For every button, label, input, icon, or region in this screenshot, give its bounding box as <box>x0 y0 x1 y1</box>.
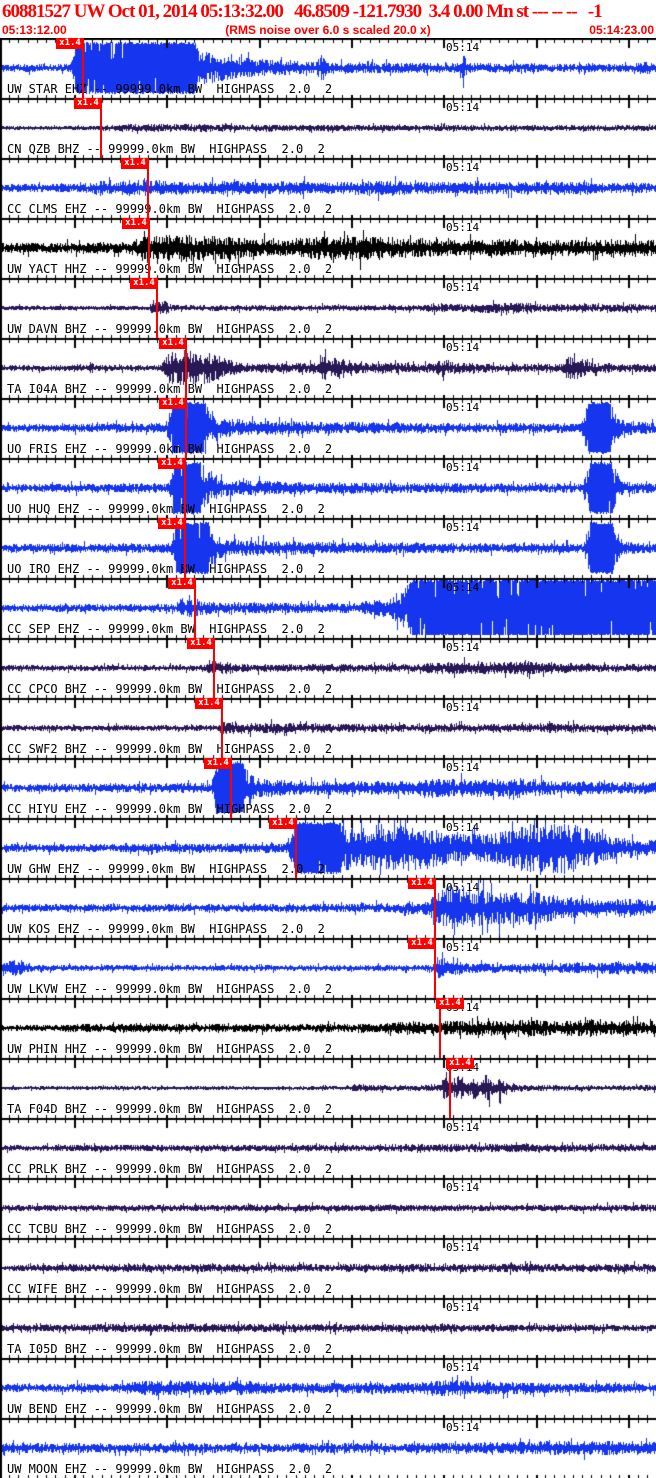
pick-flag[interactable]: x1.4 <box>269 818 297 829</box>
pick-flag[interactable]: x1.4 <box>195 698 223 709</box>
pick-flag[interactable]: x1.4 <box>187 638 215 649</box>
station-label: UW PHIN HHZ -- 99999.0km BW HIGHPASS 2.0… <box>7 1042 333 1056</box>
station-label: TA F04D BHZ -- 99999.0km BW HIGHPASS 2.0… <box>7 1102 333 1116</box>
row-time-label: 05:14 <box>446 1301 480 1314</box>
row-time-label: 05:14 <box>446 221 480 234</box>
station-label: UW KOS EHZ -- 99999.0km BW HIGHPASS 2.0 … <box>7 922 325 936</box>
pick-time-line[interactable] <box>221 699 223 758</box>
pick-time-line[interactable] <box>185 399 187 458</box>
station-label: TA I04A BHZ -- 99999.0km BW HIGHPASS 2.0… <box>7 382 333 396</box>
station-label: UO HUQ EHZ -- 99999.0km BW HIGHPASS 2.0 … <box>7 502 325 516</box>
row-time-label: 05:14 <box>446 881 480 894</box>
pick-time-line[interactable] <box>194 579 196 638</box>
row-time-label: 05:14 <box>446 641 480 654</box>
row-time-label: 05:14 <box>446 1121 480 1134</box>
pick-flag[interactable]: x1.4 <box>121 158 149 169</box>
station-label: TA I05D BHZ -- 99999.0km BW HIGHPASS 2.0… <box>7 1342 333 1356</box>
row-time-label: 05:14 <box>446 41 480 54</box>
pick-flag[interactable]: x1.4 <box>122 218 150 229</box>
pick-time-line[interactable] <box>434 939 436 998</box>
pick-time-line[interactable] <box>434 879 436 938</box>
row-time-label: 05:14 <box>446 1181 480 1194</box>
pick-flag[interactable]: x1.4 <box>159 338 187 349</box>
pick-flag[interactable]: x1.4 <box>159 398 187 409</box>
event-summary-line: 60881527 UW Oct 01, 2014 05:13:32.00 46.… <box>2 1 603 22</box>
station-label: CC CLMS EHZ -- 99999.0km BW HIGHPASS 2.0… <box>7 202 333 216</box>
row-time-label: 05:14 <box>446 281 480 294</box>
station-label: CC CPCO BHZ -- 99999.0km BW HIGHPASS 2.0… <box>7 682 333 696</box>
station-label: UW DAVN BHZ -- 99999.0km BW HIGHPASS 2.0… <box>7 322 333 336</box>
pick-flag[interactable]: x1.4 <box>204 758 232 769</box>
station-label: CN QZB BHZ -- 99999.0km BW HIGHPASS 2.0 … <box>7 142 325 156</box>
station-label: UW MOON EHZ -- 99999.0km BW HIGHPASS 2.0… <box>7 1462 333 1476</box>
row-time-label: 05:14 <box>446 581 480 594</box>
scaling-note: (RMS noise over 6.0 s scaled 20.0 x) <box>225 23 431 37</box>
seismogram-canvas[interactable] <box>0 38 656 1478</box>
station-label: CC HIYU EHZ -- 99999.0km BW HIGHPASS 2.0… <box>7 802 333 816</box>
pick-time-line[interactable] <box>100 99 102 158</box>
window-start-time: 05:13:12.00 <box>2 23 67 37</box>
station-label: UW STAR EHZ -- 99999.0km BW HIGHPASS 2.0… <box>7 82 333 96</box>
station-label: UO IRO EHZ -- 99999.0km BW HIGHPASS 2.0 … <box>7 562 325 576</box>
pick-time-line[interactable] <box>449 1059 451 1118</box>
pick-flag[interactable]: x1.4 <box>408 938 436 949</box>
station-label: UW LKVW EHZ -- 99999.0km BW HIGHPASS 2.0… <box>7 982 333 996</box>
row-time-label: 05:14 <box>446 1421 480 1434</box>
station-label: UO FRIS EHZ -- 99999.0km BW HIGHPASS 2.0… <box>7 442 333 456</box>
row-time-label: 05:14 <box>446 521 480 534</box>
pick-flag[interactable]: x1.4 <box>56 38 84 49</box>
row-time-label: 05:14 <box>446 1241 480 1254</box>
pick-time-line[interactable] <box>213 639 215 698</box>
pick-flag[interactable]: x1.4 <box>158 518 186 529</box>
pick-time-line[interactable] <box>295 819 297 878</box>
pick-time-line[interactable] <box>184 519 186 578</box>
pick-time-line[interactable] <box>184 459 186 518</box>
pick-time-line[interactable] <box>185 339 187 398</box>
pick-flag[interactable]: x1.4 <box>168 578 196 589</box>
time-window-line: 05:13:12.00 (RMS noise over 6.0 s scaled… <box>2 23 654 37</box>
station-label: CC SWF2 BHZ -- 99999.0km BW HIGHPASS 2.0… <box>7 742 333 756</box>
pick-time-line[interactable] <box>147 159 149 218</box>
pick-flag[interactable]: x1.4 <box>130 278 158 289</box>
row-time-label: 05:14 <box>446 101 480 114</box>
row-time-label: 05:14 <box>446 401 480 414</box>
row-time-label: 05:14 <box>446 821 480 834</box>
station-label: UW BEND EHZ -- 99999.0km BW HIGHPASS 2.0… <box>7 1402 333 1416</box>
window-end-time: 05:14:23.00 <box>589 23 654 37</box>
row-time-label: 05:14 <box>446 161 480 174</box>
station-label: UW GHW EHZ -- 99999.0km BW HIGHPASS 2.0 … <box>7 862 325 876</box>
row-time-label: 05:14 <box>446 701 480 714</box>
station-label: CC TCBU BHZ -- 99999.0km BW HIGHPASS 2.0… <box>7 1222 333 1236</box>
pick-time-line[interactable] <box>148 219 150 278</box>
station-label: CC SEP EHZ -- 99999.0km BW HIGHPASS 2.0 … <box>7 622 325 636</box>
pick-time-line[interactable] <box>82 39 84 98</box>
station-label: CC PRLK BHZ -- 99999.0km BW HIGHPASS 2.0… <box>7 1162 333 1176</box>
pick-time-line[interactable] <box>230 759 232 818</box>
row-time-label: 05:14 <box>446 1361 480 1374</box>
station-label: UW YACT HHZ -- 99999.0km BW HIGHPASS 2.0… <box>7 262 333 276</box>
row-time-label: 05:14 <box>446 761 480 774</box>
header: 60881527 UW Oct 01, 2014 05:13:32.00 46.… <box>0 0 656 38</box>
station-label: CC WIFE BHZ -- 99999.0km BW HIGHPASS 2.0… <box>7 1282 333 1296</box>
pick-flag[interactable]: x1.4 <box>446 1058 474 1069</box>
pick-time-line[interactable] <box>156 279 158 338</box>
pick-time-line[interactable] <box>439 999 441 1058</box>
pick-flag[interactable]: x1.4 <box>74 98 102 109</box>
pick-flag[interactable]: x1.4 <box>408 878 436 889</box>
pick-flag[interactable]: x1.4 <box>436 998 464 1009</box>
row-time-label: 05:14 <box>446 461 480 474</box>
pick-flag[interactable]: x1.4 <box>158 458 186 469</box>
row-time-label: 05:14 <box>446 941 480 954</box>
row-time-label: 05:14 <box>446 341 480 354</box>
